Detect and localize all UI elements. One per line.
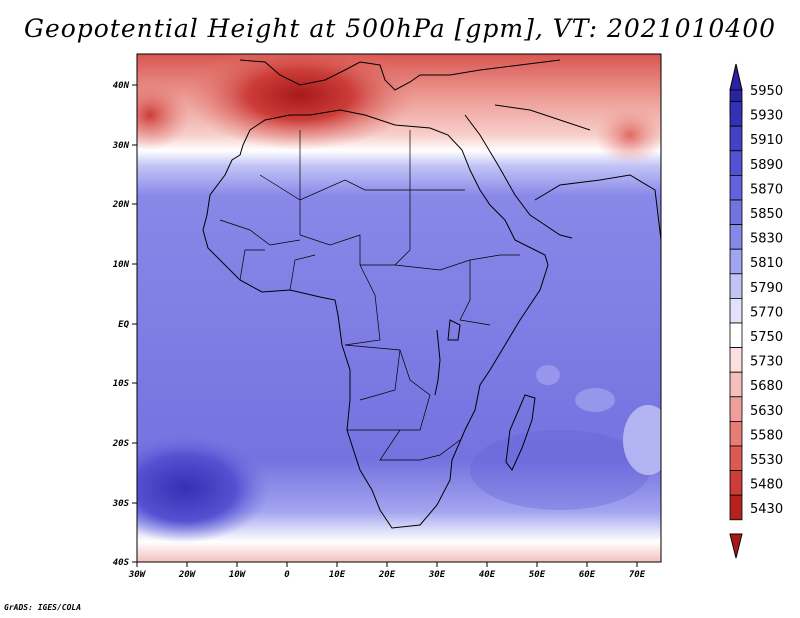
lon-label: 20W bbox=[178, 570, 197, 580]
colorbar-swatch bbox=[729, 101, 743, 127]
colorbar-label: 5850 bbox=[750, 207, 783, 222]
lon-label: 20E bbox=[378, 570, 396, 580]
colorbar-label: 5750 bbox=[750, 330, 783, 345]
colorbar-label: 5430 bbox=[750, 502, 783, 517]
colorbar-swatch bbox=[729, 347, 743, 373]
colorbar-swatch bbox=[729, 396, 743, 422]
colorbar-label: 5810 bbox=[750, 256, 783, 271]
map-title: Geopotential Height at 500hPa [gpm], VT:… bbox=[23, 14, 777, 43]
colorbar-swatch bbox=[729, 199, 743, 226]
colorbar-label: 5910 bbox=[750, 133, 783, 148]
height-field bbox=[137, 54, 661, 562]
colorbar-swatch bbox=[729, 371, 743, 398]
colorbar-label: 5930 bbox=[750, 109, 783, 124]
lat-label: 40S bbox=[113, 558, 130, 568]
colorbar-swatch bbox=[729, 420, 743, 447]
coastlines bbox=[202, 59, 661, 529]
lon-label: 0 bbox=[284, 570, 290, 580]
colorbar-label: 5950 bbox=[750, 84, 783, 99]
lon-label: 30E bbox=[428, 570, 446, 580]
lon-label: 40E bbox=[479, 570, 496, 580]
colorbar-label: 5890 bbox=[750, 158, 783, 173]
colorbar-swatch bbox=[729, 224, 743, 250]
lat-label: 10S bbox=[113, 379, 130, 389]
lon-label: 10E bbox=[329, 570, 346, 580]
lon-label: 10W bbox=[229, 570, 247, 580]
lon-label: 30W bbox=[128, 570, 147, 580]
colorbar-label: 5870 bbox=[750, 182, 783, 197]
colorbar-label: 5790 bbox=[750, 281, 783, 296]
lat-label: 20S bbox=[112, 439, 130, 449]
colorbar-swatch bbox=[729, 248, 743, 275]
lat-label: 40N bbox=[113, 81, 130, 91]
map-frame bbox=[136, 53, 662, 563]
colorbar-swatch bbox=[729, 494, 743, 521]
axis-ticks bbox=[132, 84, 638, 567]
colorbar-swatch bbox=[729, 470, 743, 496]
colorbar-label: 5580 bbox=[750, 428, 783, 443]
colorbar-label: 5630 bbox=[750, 404, 783, 419]
lon-label: 70E bbox=[629, 570, 646, 580]
credit-footer: GrADS: IGES/COLA bbox=[4, 603, 82, 612]
colorbar-swatch bbox=[729, 174, 743, 201]
colorbar-label: 5830 bbox=[750, 232, 783, 247]
colorbar-swatch bbox=[729, 150, 743, 176]
colorbar-label: 5770 bbox=[750, 305, 783, 320]
colorbar-label: 5530 bbox=[750, 453, 783, 468]
colorbar-swatch bbox=[729, 322, 743, 349]
colorbar-swatch bbox=[729, 445, 743, 472]
country-borders bbox=[219, 130, 520, 461]
lat-label: EQ bbox=[118, 320, 129, 330]
colorbar-swatch bbox=[729, 125, 743, 152]
colorbar: 5950 5930 5910 5890 5870 5850 5830 5810 5790 5770… bbox=[729, 63, 783, 559]
lon-label: 50E bbox=[529, 570, 546, 580]
colorbar-bottom-arrow bbox=[729, 533, 743, 559]
lon-label: 60E bbox=[579, 570, 596, 580]
lat-label: 30N bbox=[112, 141, 130, 151]
colorbar-label: 5730 bbox=[750, 355, 783, 370]
colorbar-swatch bbox=[729, 297, 743, 324]
lat-label: 20N bbox=[112, 200, 130, 210]
colorbar-swatch bbox=[729, 273, 743, 299]
lat-label: 10N bbox=[113, 260, 130, 270]
colorbar-label: 5480 bbox=[750, 478, 783, 493]
lat-label: 30S bbox=[112, 499, 130, 509]
colorbar-label: 5680 bbox=[750, 379, 783, 394]
colorbar-top-arrow bbox=[729, 63, 743, 91]
